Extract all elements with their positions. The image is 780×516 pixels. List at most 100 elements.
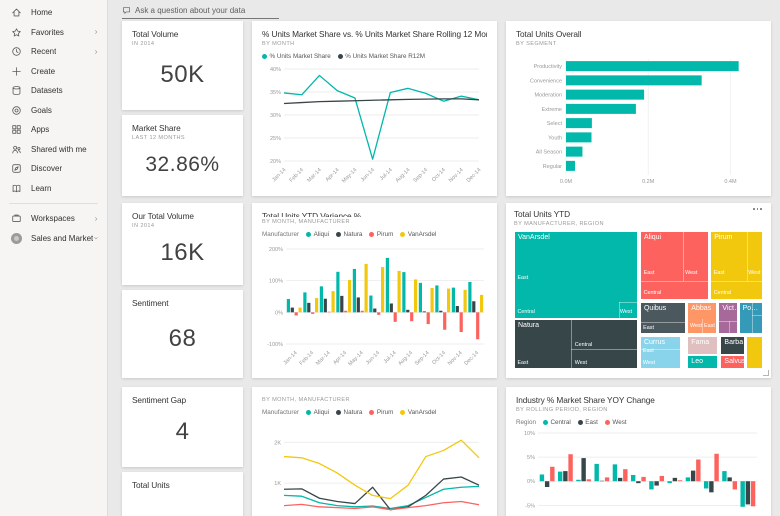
sidebar-item-workspaces[interactable]: Workspaces: [0, 209, 107, 229]
treemap-block-vanarsdel[interactable]: VanArsdel East Central West: [514, 231, 638, 319]
bar-chart-total-units-overall[interactable]: 0.0M 0.2M 0.4M Productivity Convenience Moder…: [516, 55, 765, 187]
sidebar-item-label: Favorites: [31, 27, 64, 37]
treemap-block-abbas[interactable]: Abbas West East: [687, 301, 718, 335]
treemap-divider: [702, 319, 704, 334]
qna-search-input[interactable]: Ask a question about your data: [122, 3, 279, 19]
legend-dot-icon: [400, 232, 406, 237]
speech-bubble-icon: [123, 7, 130, 15]
sidebar-workspace-list: Workspaces Sales and Marketing: [0, 209, 107, 248]
legend-item-east[interactable]: East: [577, 419, 598, 426]
treemap-block-po-[interactable]: Po…: [738, 301, 763, 335]
chart-title: Industry % Market Share YOY Change: [516, 395, 655, 405]
treemap-divider: [640, 321, 685, 323]
treemap-block-barba[interactable]: Barba: [720, 335, 745, 356]
sidebar: Home Favorites Recent Create Datasets Goals Ap…: [0, 0, 108, 516]
line-chart-total-units-2014[interactable]: 1K 2K: [262, 428, 487, 516]
tile-title: Sentiment: [132, 298, 169, 308]
tile-industry-yoy-chart[interactable]: Industry % Market Share YOY Change BY RO…: [506, 387, 771, 516]
treemap-block-currus[interactable]: Currus East West: [639, 335, 681, 369]
column-chart-ytd-variance[interactable]: -100% 0% 100% 200% Jan-14 Feb-14 Mar-14 Apr-14 M…: [262, 241, 487, 370]
sidebar-item-shared-with-me[interactable]: Shared with me: [0, 140, 107, 160]
chart-subtitle: BY MANUFACTURER, REGION: [514, 221, 604, 227]
legend-item-pirum[interactable]: Pirum: [369, 231, 393, 238]
legend-dot-icon: [369, 232, 375, 237]
legend-item-aliqui[interactable]: Aliqui: [306, 409, 329, 416]
treemap-block-leo[interactable]: Leo: [687, 354, 719, 369]
sidebar-item-create[interactable]: Create: [0, 62, 107, 82]
svg-text:Dec-14: Dec-14: [463, 350, 480, 367]
svg-text:Oct-14: Oct-14: [431, 350, 447, 366]
column-chart-industry-yoy[interactable]: -5% 0% 5% 10%: [516, 429, 765, 516]
tile-our-total-volume[interactable]: Our Total Volume IN 2014 16K: [122, 203, 243, 285]
sidebar-item-home[interactable]: Home: [0, 3, 107, 23]
kpi-value: 50K: [160, 60, 205, 88]
kpi-value: 16K: [160, 239, 205, 266]
svg-text:0.0M: 0.0M: [560, 179, 573, 185]
tile-total-units-2014-chart[interactable]: Total Units for 2014 BY MONTH, MANUFACTU…: [252, 387, 497, 516]
treemap-divider: [640, 280, 708, 282]
legend-item-west[interactable]: West: [604, 419, 627, 426]
chart-subtitle: BY MONTH, MANUFACTURER: [262, 219, 350, 225]
legend-item-vanarsdel[interactable]: VanArsdel: [400, 409, 436, 416]
legend-dot-icon: [336, 410, 342, 415]
tile-sentiment-gap[interactable]: Sentiment Gap 4: [122, 387, 243, 467]
treemap-region-label: Central: [574, 341, 593, 348]
treemap-block-label: Po…: [742, 304, 759, 312]
svg-text:Sep-14: Sep-14: [412, 167, 429, 184]
svg-text:-100%: -100%: [267, 342, 283, 348]
treemap-block-natura[interactable]: Natura East Central West: [514, 318, 638, 369]
treemap-block-aliqui[interactable]: Aliqui East West Central: [639, 231, 709, 300]
legend-item--units-market-share-r12m[interactable]: % Units Market Share R12M: [337, 53, 425, 60]
legend-item-aliqui[interactable]: Aliqui: [306, 231, 329, 238]
legend-item-pirum[interactable]: Pirum: [369, 409, 393, 416]
treemap-block-salvus[interactable]: Salvus: [720, 355, 745, 369]
sidebar-item-discover[interactable]: Discover: [0, 159, 107, 179]
svg-text:30%: 30%: [270, 113, 281, 119]
tile-market-share-vs-r12m-chart[interactable]: % Units Market Share vs. % Units Market …: [252, 21, 497, 196]
tile-sentiment[interactable]: Sentiment 68: [122, 290, 243, 378]
svg-text:Feb-14: Feb-14: [299, 350, 316, 367]
line-chart-market-share[interactable]: 20% 25% 30% 35% 40% Jan-14 Feb-14 Mar-14 Apr-14 M…: [262, 63, 487, 187]
treemap-divider: [683, 232, 685, 281]
sidebar-item-learn[interactable]: Learn: [0, 179, 107, 199]
chart-title: % Units Market Share vs. % Units Market …: [262, 29, 487, 39]
tile-subtitle: LAST 12 MONTHS: [132, 135, 186, 141]
legend-item--units-market-share[interactable]: % Units Market Share: [262, 53, 331, 60]
tile-total-units-ytd-treemap[interactable]: Total Units YTD BY MANUFACTURER, REGION …: [506, 203, 771, 378]
tile-ytd-variance-chart[interactable]: Total Units YTD Variance % BY MONTH, MAN…: [252, 203, 497, 378]
treemap-block-fama[interactable]: Fama: [687, 335, 719, 355]
treemap-block-vict-[interactable]: Vict…: [718, 301, 738, 335]
treemap-block-cell[interactable]: [745, 335, 763, 369]
resize-handle-icon[interactable]: [763, 370, 769, 376]
tile-total-units[interactable]: Total Units: [122, 472, 243, 516]
tile-market-share[interactable]: Market Share LAST 12 MONTHS 32.86%: [122, 115, 243, 196]
sidebar-item-favorites[interactable]: Favorites: [0, 23, 107, 43]
treemap-region-label: Central: [517, 309, 535, 316]
sidebar-item-recent[interactable]: Recent: [0, 42, 107, 62]
sidebar-item-apps[interactable]: Apps: [0, 120, 107, 140]
treemap-block-label: Quibus: [643, 304, 667, 312]
chart-title: Total Units Overall: [516, 29, 582, 39]
tile-total-volume[interactable]: Total Volume IN 2014 50K: [122, 21, 243, 110]
treemap-region-label: Central: [643, 290, 662, 297]
treemap-total-units-ytd[interactable]: VanArsdel East Central West Natura East Centra…: [514, 231, 763, 369]
more-options-icon[interactable]: [753, 208, 762, 210]
legend-item-natura[interactable]: Natura: [336, 409, 362, 416]
tile-total-units-overall-chart[interactable]: Total Units Overall BY SEGMENT 0.0M 0.2M 0…: [506, 21, 771, 196]
svg-text:Nov-14: Nov-14: [447, 350, 464, 367]
sidebar-item-datasets[interactable]: Datasets: [0, 81, 107, 101]
legend-item-vanarsdel[interactable]: VanArsdel: [400, 231, 436, 238]
svg-text:-5%: -5%: [525, 503, 535, 509]
treemap-block-quibus[interactable]: Quibus East: [639, 301, 686, 335]
sidebar-item-label: Apps: [31, 125, 50, 135]
sidebar-item-sales-and-marketing[interactable]: Sales and Marketing: [0, 229, 107, 249]
treemap-region-label: East: [643, 324, 654, 331]
legend-item-natura[interactable]: Natura: [336, 231, 362, 238]
legend-item-central[interactable]: Central: [542, 419, 571, 426]
svg-text:All Season: All Season: [536, 150, 562, 156]
sidebar-item-goals[interactable]: Goals: [0, 101, 107, 121]
svg-text:Jul-14: Jul-14: [383, 350, 398, 365]
svg-text:0%: 0%: [275, 310, 283, 316]
svg-text:Dec-14: Dec-14: [466, 167, 483, 184]
treemap-block-pirum[interactable]: Pirum East West Central: [710, 231, 763, 300]
